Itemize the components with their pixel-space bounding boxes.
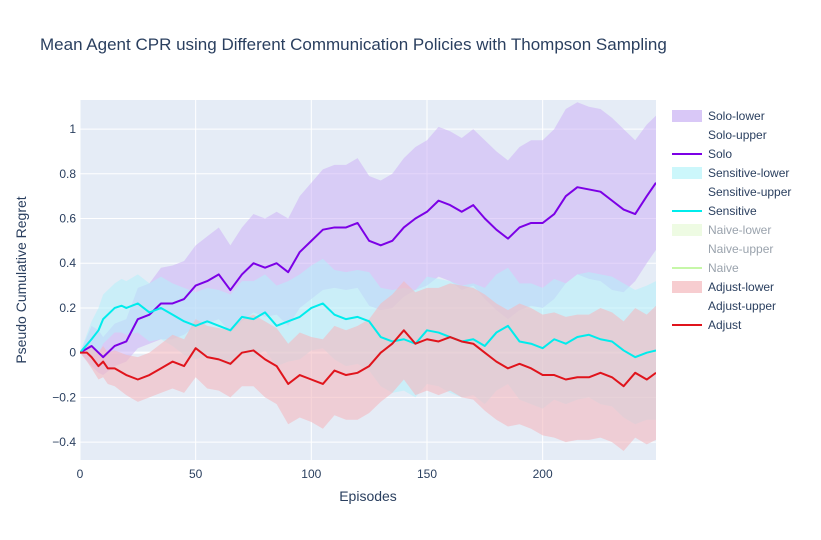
- legend[interactable]: Solo-lower Solo-upper Solo Sensitive-lower S…: [672, 109, 791, 332]
- x-tick-label: 50: [189, 467, 203, 481]
- y-tick-label: 0.6: [59, 212, 76, 226]
- x-tick-label: 100: [301, 467, 321, 481]
- x-tick-label: 150: [417, 467, 437, 481]
- legend-item-adjust-lower[interactable]: Adjust-lower: [672, 280, 774, 294]
- legend-item-naive[interactable]: Naive: [672, 261, 739, 275]
- legend-label: Solo-upper: [708, 128, 767, 142]
- legend-item-adjust-upper[interactable]: Adjust-upper: [708, 299, 776, 313]
- legend-item-solo-lower[interactable]: Solo-lower: [672, 109, 765, 123]
- y-tick-label: 0: [69, 346, 76, 360]
- legend-label: Sensitive-upper: [708, 185, 791, 199]
- legend-swatch: [672, 167, 702, 179]
- legend-label: Solo-lower: [708, 109, 765, 123]
- sensitive-line: [80, 302, 656, 359]
- x-axis-ticks: 0 50 100 150 200: [77, 467, 553, 481]
- legend-label: Naive: [708, 261, 739, 275]
- legend-label: Adjust-upper: [708, 299, 776, 313]
- y-tick-label: 1: [69, 122, 76, 136]
- x-tick-label: 200: [533, 467, 553, 481]
- legend-swatch: [672, 281, 702, 293]
- x-axis-label: Episodes: [339, 488, 397, 504]
- legend-label: Sensitive: [708, 204, 757, 218]
- legend-swatch: [672, 224, 702, 236]
- y-tick-label: −0.4: [52, 435, 76, 449]
- legend-swatch: [672, 110, 702, 122]
- legend-item-sensitive[interactable]: Sensitive: [672, 204, 757, 218]
- y-axis-ticks: −0.4 −0.2 0 0.2 0.4 0.6 0.8 1: [52, 122, 76, 449]
- x-tick-label: 0: [77, 467, 84, 481]
- chart-title: Mean Agent CPR using Different Communica…: [40, 35, 667, 54]
- legend-label: Naive-upper: [708, 242, 773, 256]
- adjust-line: [80, 329, 656, 388]
- y-axis-label: Pseudo Cumulative Regret: [13, 196, 29, 363]
- legend-item-sensitive-lower[interactable]: Sensitive-lower: [672, 166, 789, 180]
- solo-line: [80, 182, 656, 359]
- y-tick-label: 0.2: [59, 301, 76, 315]
- legend-label: Naive-lower: [708, 223, 771, 237]
- y-tick-label: 0.4: [59, 256, 76, 270]
- legend-label: Adjust: [708, 318, 742, 332]
- legend-item-adjust[interactable]: Adjust: [672, 318, 742, 332]
- series-lines: [80, 182, 656, 388]
- legend-label: Sensitive-lower: [708, 166, 789, 180]
- legend-item-solo-upper[interactable]: Solo-upper: [708, 128, 767, 142]
- legend-item-sensitive-upper[interactable]: Sensitive-upper: [708, 185, 791, 199]
- y-tick-label: 0.8: [59, 167, 76, 181]
- legend-item-solo[interactable]: Solo: [672, 147, 732, 161]
- y-tick-label: −0.2: [52, 390, 76, 404]
- legend-label: Adjust-lower: [708, 280, 774, 294]
- legend-item-naive-upper[interactable]: Naive-upper: [708, 242, 773, 256]
- legend-label: Solo: [708, 147, 732, 161]
- legend-item-naive-lower[interactable]: Naive-lower: [672, 223, 771, 237]
